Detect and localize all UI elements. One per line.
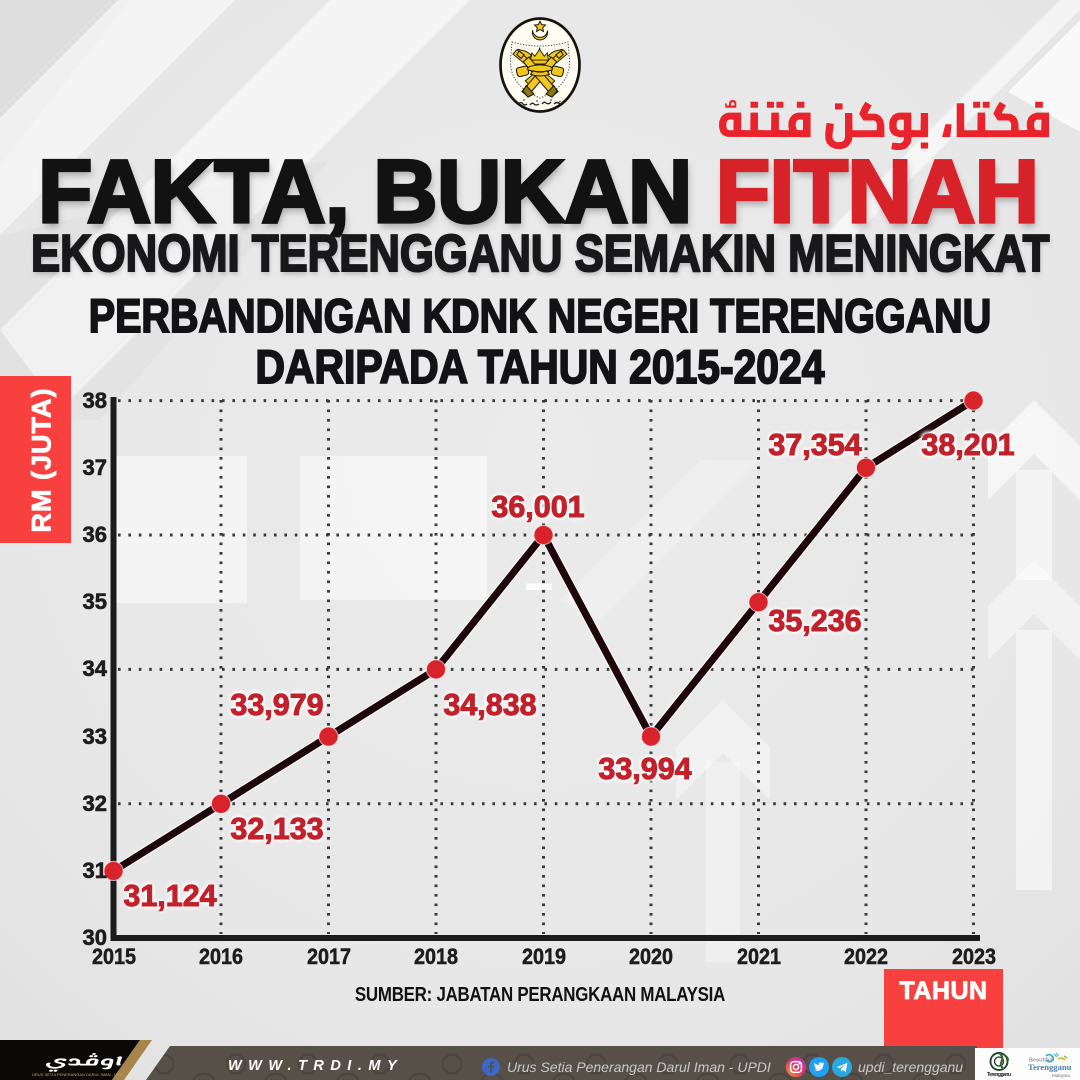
svg-text:Terengganu: Terengganu bbox=[1028, 1062, 1072, 1072]
svg-text:Terengganu: Terengganu bbox=[987, 1072, 1011, 1078]
svg-text:Beautiful: Beautiful bbox=[1029, 1058, 1053, 1064]
svg-text:Malaysia: Malaysia bbox=[1052, 1073, 1070, 1078]
